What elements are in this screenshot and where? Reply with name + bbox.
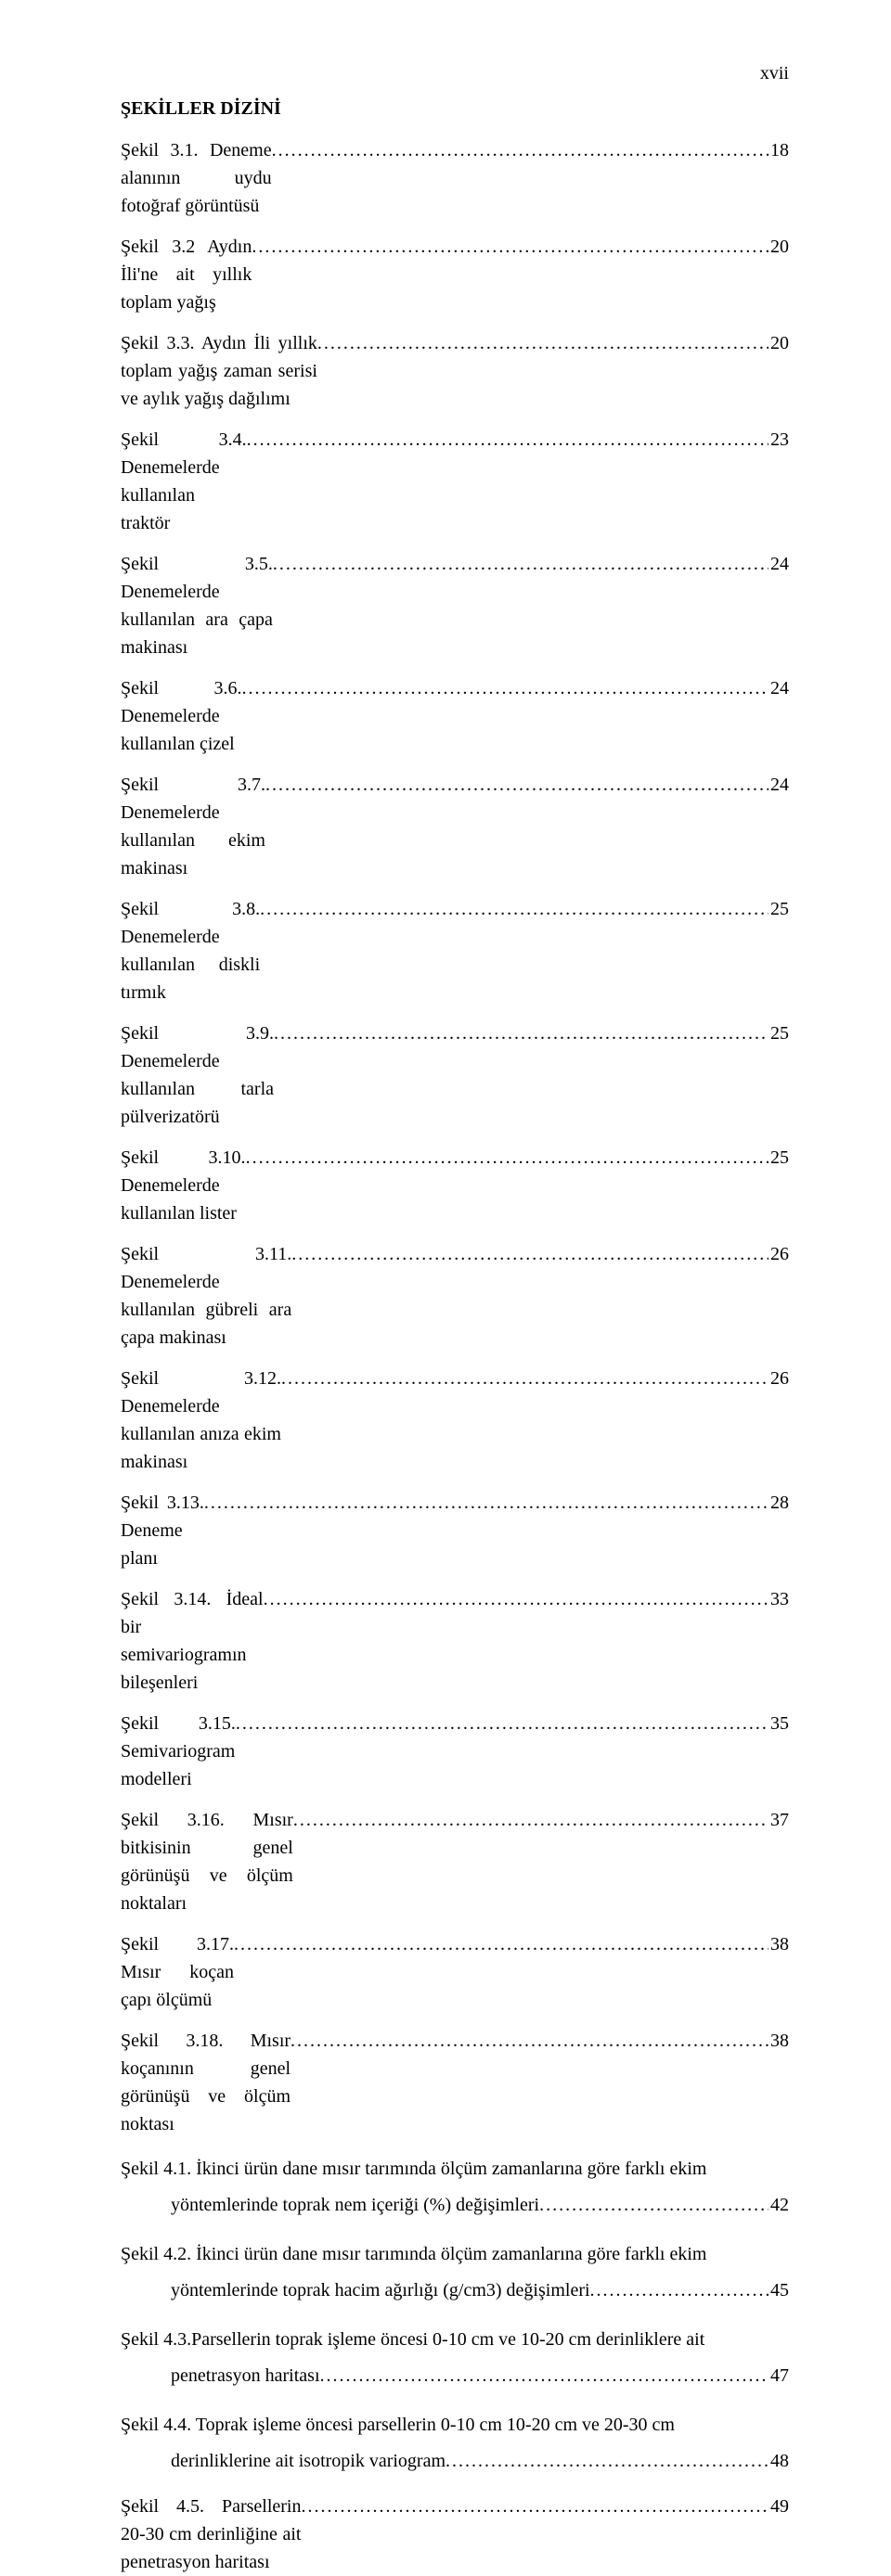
toc-entry-text: Şekil 3.4. Denemelerde kullanılan traktö…	[121, 426, 247, 537]
toc-entry: Şekil 3.5. Denemelerde kullanılan ara ça…	[121, 550, 789, 661]
toc-entry: Şekil 3.15. Semivariogram modelleri.....…	[121, 1710, 789, 1793]
toc-entry-text: Şekil 3.12. Denemelerde kullanılan anıza…	[121, 1365, 281, 1476]
toc-entry-text: Şekil 3.18. Mısır koçanının genel görünü…	[121, 2027, 291, 2138]
toc-entry-text: Şekil 3.2 Aydın İli'ne ait yıllık toplam…	[121, 233, 252, 316]
toc-entry-text: Şekil 3.9. Denemelerde kullanılan tarla …	[121, 1019, 274, 1131]
toc-leader-dots: ........................................…	[281, 1365, 768, 1392]
toc-page-number: 26	[768, 1365, 789, 1392]
toc-entry: Şekil 3.3. Aydın İli yıllık toplam yağış…	[121, 329, 789, 413]
toc-entry-text: Şekil 3.14. İdeal bir semivariogramın bi…	[121, 1585, 264, 1697]
toc-entry-text: Şekil 3.6. Denemelerde kullanılan çizel	[121, 674, 241, 758]
table-of-contents: Şekil 3.1. Deneme alanının uydu fotoğraf…	[121, 136, 789, 2576]
toc-entry-text: Şekil 3.13. Deneme planı	[121, 1489, 204, 1572]
toc-entry-text: Şekil 3.11. Denemelerde kullanılan gübre…	[121, 1240, 291, 1352]
toc-entry-text: Şekil 3.1. Deneme alanının uydu fotoğraf…	[121, 136, 272, 220]
toc-page-number: 35	[768, 1710, 789, 1737]
toc-entry: Şekil 3.18. Mısır koçanının genel görünü…	[121, 2027, 789, 2138]
toc-entry: Şekil 3.11. Denemelerde kullanılan gübre…	[121, 1240, 789, 1352]
toc-leader-dots: ........................................…	[265, 771, 768, 799]
toc-leader-dots: ........................................…	[252, 233, 768, 261]
toc-leader-dots: ........................................…	[446, 2443, 768, 2480]
toc-entry-text: Şekil 3.16. Mısır bitkisinin genel görün…	[121, 1806, 293, 1917]
toc-entry: Şekil 3.16. Mısır bitkisinin genel görün…	[121, 1806, 789, 1917]
toc-leader-dots: ........................................…	[590, 2273, 768, 2309]
toc-page-number: 28	[768, 1489, 789, 1517]
toc-leader-dots: ........................................…	[293, 1806, 768, 1834]
toc-entry: Şekil 3.2 Aydın İli'ne ait yıllık toplam…	[121, 233, 789, 316]
toc-entry-text: Şekil 4.5. Parsellerin 20-30 cm derinliğ…	[121, 2493, 301, 2576]
toc-entry-text: Şekil 3.10. Denemelerde kullanılan liste…	[121, 1144, 246, 1227]
toc-leader-dots: ........................................…	[320, 2358, 769, 2394]
toc-entry-text-line1: Şekil 4.4. Toprak işleme öncesi parselle…	[121, 2407, 789, 2443]
toc-page-number: 23	[768, 426, 789, 454]
toc-page-number: 45	[768, 2273, 789, 2309]
toc-entry-text-line2: derinliklerine ait isotropik variogram	[171, 2443, 446, 2480]
toc-page-number: 33	[768, 1585, 789, 1613]
toc-page-number: 20	[768, 329, 789, 357]
toc-page-number: 49	[768, 2493, 789, 2520]
toc-leader-dots: ........................................…	[291, 1240, 768, 1268]
toc-entry: Şekil 3.17. Mısır koçan çapı ölçümü.....…	[121, 1930, 789, 2014]
toc-entry: Şekil 3.8. Denemelerde kullanılan diskli…	[121, 895, 789, 1006]
toc-page-number: 48	[768, 2443, 789, 2480]
toc-entry: Şekil 4.5. Parsellerin 20-30 cm derinliğ…	[121, 2493, 789, 2576]
toc-entry-text-line1: Şekil 4.2. İkinci ürün dane mısır tarımı…	[121, 2236, 789, 2273]
toc-page-number: 25	[768, 1144, 789, 1172]
toc-leader-dots: ........................................…	[264, 1585, 768, 1613]
toc-entry-text: Şekil 3.3. Aydın İli yıllık toplam yağış…	[121, 329, 317, 413]
toc-entry-text: Şekil 3.8. Denemelerde kullanılan diskli…	[121, 895, 260, 1006]
toc-entry-text: Şekil 3.7. Denemelerde kullanılan ekim m…	[121, 771, 265, 882]
toc-leader-dots: ........................................…	[247, 426, 768, 454]
toc-entry: Şekil 3.1. Deneme alanının uydu fotoğraf…	[121, 136, 789, 220]
toc-entry-text-line1: Şekil 4.1. İkinci ürün dane mısır tarımı…	[121, 2151, 789, 2187]
page-number: xvii	[760, 63, 789, 84]
toc-leader-dots: ........................................…	[204, 1489, 768, 1517]
toc-page-number: 38	[768, 1930, 789, 1958]
toc-entry: Şekil 3.13. Deneme planı................…	[121, 1489, 789, 1572]
toc-page-number: 18	[768, 136, 789, 164]
toc-leader-dots: ........................................…	[273, 550, 768, 578]
toc-page-number: 24	[768, 674, 789, 702]
toc-entry-text-line2: yöntemlerinde toprak nem içeriği (%) değ…	[171, 2187, 539, 2224]
toc-entry: Şekil 3.14. İdeal bir semivariogramın bi…	[121, 1585, 789, 1697]
toc-page-number: 37	[768, 1806, 789, 1834]
toc-page-number: 24	[768, 771, 789, 799]
toc-page-number: 26	[768, 1240, 789, 1268]
toc-leader-dots: ........................................…	[272, 136, 768, 164]
toc-leader-dots: ........................................…	[234, 1930, 768, 1958]
toc-entry: Şekil 4.3.Parsellerin toprak işleme önce…	[121, 2322, 789, 2394]
toc-entry: Şekil 3.9. Denemelerde kullanılan tarla …	[121, 1019, 789, 1131]
toc-page-number: 20	[768, 233, 789, 261]
list-of-figures-heading: ŞEKİLLER DİZİNİ	[121, 98, 789, 120]
toc-leader-dots: ........................................…	[241, 674, 768, 702]
toc-entry-text-line1: Şekil 4.3.Parsellerin toprak işleme önce…	[121, 2322, 789, 2358]
toc-entry: Şekil 3.12. Denemelerde kullanılan anıza…	[121, 1365, 789, 1476]
toc-entry-text-line2: yöntemlerinde toprak hacim ağırlığı (g/c…	[171, 2273, 590, 2309]
toc-leader-dots: ........................................…	[539, 2187, 768, 2224]
toc-page-number: 47	[768, 2358, 789, 2394]
toc-page-number: 38	[768, 2027, 789, 2055]
toc-entry-text: Şekil 3.17. Mısır koçan çapı ölçümü	[121, 1930, 234, 2014]
toc-entry-text-line2: penetrasyon haritası	[171, 2358, 320, 2394]
toc-leader-dots: ........................................…	[246, 1144, 768, 1172]
toc-page-number: 42	[768, 2187, 789, 2224]
toc-entry: Şekil 3.10. Denemelerde kullanılan liste…	[121, 1144, 789, 1227]
toc-leader-dots: ........................................…	[317, 329, 768, 357]
toc-entry: Şekil 3.7. Denemelerde kullanılan ekim m…	[121, 771, 789, 882]
toc-entry: Şekil 4.1. İkinci ürün dane mısır tarımı…	[121, 2151, 789, 2224]
toc-entry: Şekil 4.2. İkinci ürün dane mısır tarımı…	[121, 2236, 789, 2309]
toc-leader-dots: ........................................…	[236, 1710, 768, 1737]
toc-leader-dots: ........................................…	[260, 895, 768, 923]
toc-page-number: 24	[768, 550, 789, 578]
toc-entry: Şekil 3.6. Denemelerde kullanılan çizel.…	[121, 674, 789, 758]
toc-page-number: 25	[768, 1019, 789, 1047]
toc-page-number: 25	[768, 895, 789, 923]
toc-entry-text: Şekil 3.15. Semivariogram modelleri	[121, 1710, 236, 1793]
toc-entry-text: Şekil 3.5. Denemelerde kullanılan ara ça…	[121, 550, 273, 661]
toc-entry: Şekil 4.4. Toprak işleme öncesi parselle…	[121, 2407, 789, 2480]
toc-leader-dots: ........................................…	[301, 2493, 768, 2520]
toc-entry: Şekil 3.4. Denemelerde kullanılan traktö…	[121, 426, 789, 537]
toc-leader-dots: ........................................…	[274, 1019, 768, 1047]
toc-leader-dots: ........................................…	[291, 2027, 768, 2055]
